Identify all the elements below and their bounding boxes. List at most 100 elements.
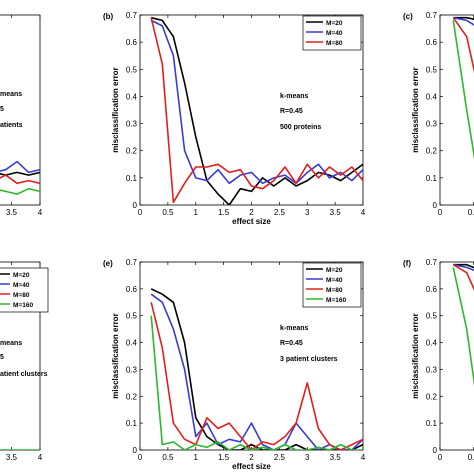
y-tick-label: 0.7 bbox=[126, 258, 138, 267]
panel-label: (e) bbox=[103, 259, 113, 268]
series-line-m-160 bbox=[0, 187, 40, 195]
series-group bbox=[452, 263, 474, 387]
x-tick-label: 1 bbox=[194, 208, 199, 217]
y-tick-label: 0.6 bbox=[126, 285, 138, 294]
series-line-m-20 bbox=[150, 288, 363, 450]
x-axis-label: effect size bbox=[232, 217, 271, 226]
x-tick-label: 2.5 bbox=[274, 208, 286, 217]
legend-item: M=20 bbox=[326, 267, 343, 274]
y-tick-label: 0.1 bbox=[126, 419, 138, 428]
series-line-m-20 bbox=[0, 171, 40, 176]
series-line-m-40 bbox=[150, 19, 363, 185]
y-tick-label: 0.6 bbox=[126, 38, 138, 47]
chart-panel-3: 0 0.5 0 0.1 0.2 0.3 0.4 0.5 0.6 0.7 (c) misclassifi… bbox=[403, 11, 474, 217]
x-tick-label: 0 bbox=[138, 208, 143, 217]
y-tick-label: 0.5 bbox=[426, 312, 438, 321]
annotation: 500 proteins bbox=[280, 124, 321, 131]
series-line-m-80 bbox=[150, 302, 363, 450]
y-tick-label: 0.4 bbox=[426, 339, 438, 348]
panel-label: (f) bbox=[403, 259, 411, 268]
y-tick-label: 0.2 bbox=[426, 147, 438, 156]
annotation: atients bbox=[0, 122, 23, 129]
y-tick-label: 0.4 bbox=[426, 92, 438, 101]
chart-panel-6: 0 0.5 0 0.1 0.2 0.3 0.4 0.5 0.6 0.7 (f) misclassifi… bbox=[403, 258, 474, 462]
y-tick-label: 0.2 bbox=[426, 392, 438, 401]
legend-item: M=80 bbox=[13, 292, 30, 299]
legend-item: M=80 bbox=[326, 40, 343, 47]
y-tick-label: 0 bbox=[433, 201, 438, 210]
x-tick-label: 0.5 bbox=[162, 453, 174, 462]
legend-item: M=160 bbox=[13, 302, 33, 309]
x-tick-label: 0.5 bbox=[468, 453, 474, 462]
y-tick-label: 0.1 bbox=[126, 174, 138, 183]
y-tick-label: 0.5 bbox=[426, 65, 438, 74]
series-line-m-80 bbox=[452, 264, 474, 291]
y-tick-label: 0.4 bbox=[126, 92, 138, 101]
x-tick-label: 4 bbox=[38, 453, 43, 462]
plot-frame bbox=[439, 14, 474, 206]
series-line-m-20 bbox=[453, 16, 474, 20]
legend: M=20 M=40 M=80 M=160 bbox=[302, 262, 362, 308]
legend-item: M=40 bbox=[13, 282, 30, 289]
series-line-m-40 bbox=[453, 16, 474, 26]
x-tick-label: 2.5 bbox=[274, 453, 286, 462]
x-tick-label: 1 bbox=[194, 453, 199, 462]
x-tick-label: 4 bbox=[38, 208, 43, 217]
series-line-m-80 bbox=[0, 174, 40, 185]
y-tick-label: 0.7 bbox=[126, 11, 138, 20]
annotation: R=0.45 bbox=[280, 340, 303, 347]
y-tick-label: 0.7 bbox=[426, 258, 438, 267]
legend: M=20 M=40 M=80 bbox=[302, 15, 362, 51]
y-tick-label: 0 bbox=[433, 446, 438, 455]
series-line-m-80 bbox=[452, 17, 474, 74]
series-line-m-160 bbox=[150, 315, 363, 450]
y-tick-label: 0.5 bbox=[126, 65, 138, 74]
y-tick-label: 0 bbox=[133, 446, 138, 455]
series-group bbox=[150, 16, 363, 205]
y-tick-label: 0.6 bbox=[426, 38, 438, 47]
legend-item: M=40 bbox=[326, 30, 343, 37]
x-tick-label: 2 bbox=[249, 208, 254, 217]
x-tick-label: 3 bbox=[305, 453, 310, 462]
x-tick-label: 3.5 bbox=[6, 208, 18, 217]
y-axis-label: misclassification error bbox=[411, 67, 420, 152]
y-tick-label: 0.3 bbox=[426, 365, 438, 374]
x-tick-label: 0 bbox=[138, 453, 143, 462]
annotation: means bbox=[0, 340, 22, 347]
series-line-m-80 bbox=[150, 17, 363, 204]
x-tick-label: 0 bbox=[438, 208, 443, 217]
y-axis-label: misclassification error bbox=[111, 313, 120, 398]
y-tick-label: 0.3 bbox=[126, 120, 138, 129]
chart-panel-2: 0 0.5 1 1.5 2 2.5 3 3.5 4 0 0.1 0.2 0.3 0.4 0.5 0.6 0.7 (… bbox=[103, 11, 366, 226]
x-tick-label: 3 bbox=[305, 208, 310, 217]
legend-item: M=40 bbox=[326, 277, 343, 284]
y-tick-label: 0.2 bbox=[126, 392, 138, 401]
y-tick-label: 0 bbox=[133, 201, 138, 210]
x-tick-label: 1.5 bbox=[218, 453, 230, 462]
series-group bbox=[0, 160, 40, 195]
x-tick-label: 3.5 bbox=[330, 453, 342, 462]
x-tick-label: 0.5 bbox=[162, 208, 174, 217]
y-tick-label: 0.7 bbox=[426, 11, 438, 20]
annotation: R=0.45 bbox=[280, 108, 303, 115]
annotation: k-means bbox=[280, 325, 309, 332]
y-tick-label: 0.1 bbox=[426, 419, 438, 428]
y-tick-label: 0.1 bbox=[426, 174, 438, 183]
series-line-m-20 bbox=[453, 263, 474, 269]
y-tick-label: 0.4 bbox=[126, 339, 138, 348]
y-tick-label: 0.2 bbox=[126, 147, 138, 156]
x-tick-label: 3.5 bbox=[6, 453, 18, 462]
series-line-m-40 bbox=[150, 293, 363, 450]
x-tick-label: 0.5 bbox=[468, 208, 474, 217]
plot-frame bbox=[0, 14, 41, 206]
x-tick-label: 2 bbox=[249, 453, 254, 462]
annotation: means bbox=[0, 91, 22, 98]
series-group bbox=[150, 288, 363, 450]
series-line-m-40 bbox=[453, 263, 474, 272]
x-tick-label: 4 bbox=[361, 453, 366, 462]
series-line-m-160 bbox=[452, 267, 474, 387]
series-line-m-160 bbox=[452, 20, 474, 160]
y-tick-label: 0.6 bbox=[426, 285, 438, 294]
